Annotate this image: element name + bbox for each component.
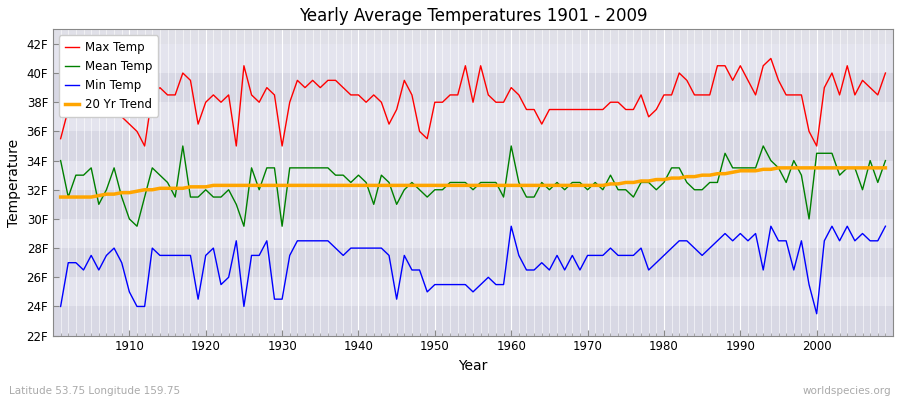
Min Temp [605, 246, 616, 250]
20 Yr Trend [773, 166, 784, 170]
Min Temp [880, 224, 891, 229]
20 Yr Trend [330, 183, 341, 188]
Mean Temp [116, 195, 127, 200]
Max Temp [513, 92, 524, 97]
Mean Temp [346, 180, 356, 185]
Bar [53, 73, 893, 102]
Mean Temp [521, 195, 532, 200]
Mean Temp [55, 158, 66, 163]
X-axis label: Year: Year [458, 359, 488, 373]
Line: Mean Temp: Mean Temp [60, 146, 886, 226]
Min Temp [811, 311, 822, 316]
Bar [53, 102, 893, 131]
Mean Temp [513, 180, 524, 185]
20 Yr Trend [55, 195, 66, 200]
Mean Temp [613, 187, 624, 192]
Line: Min Temp: Min Temp [60, 226, 886, 314]
Min Temp [513, 253, 524, 258]
Mean Temp [880, 158, 891, 163]
Mean Temp [177, 144, 188, 148]
Bar [53, 160, 893, 190]
Text: Latitude 53.75 Longitude 159.75: Latitude 53.75 Longitude 159.75 [9, 386, 180, 396]
20 Yr Trend [499, 183, 509, 188]
Mean Temp [300, 166, 310, 170]
Min Temp [284, 253, 295, 258]
Max Temp [605, 100, 616, 105]
Line: Max Temp: Max Temp [60, 58, 886, 146]
Max Temp [292, 78, 302, 83]
Title: Yearly Average Temperatures 1901 - 2009: Yearly Average Temperatures 1901 - 2009 [299, 7, 647, 25]
20 Yr Trend [284, 183, 295, 188]
Min Temp [330, 246, 341, 250]
Line: 20 Yr Trend: 20 Yr Trend [60, 168, 886, 197]
Bar [53, 190, 893, 219]
Text: worldspecies.org: worldspecies.org [803, 386, 891, 396]
Bar [53, 219, 893, 248]
Max Temp [880, 71, 891, 76]
Max Temp [140, 144, 150, 148]
Min Temp [55, 304, 66, 309]
Max Temp [506, 85, 517, 90]
Max Temp [766, 56, 777, 61]
Legend: Max Temp, Mean Temp, Min Temp, 20 Yr Trend: Max Temp, Mean Temp, Min Temp, 20 Yr Tre… [58, 35, 158, 117]
Bar [53, 277, 893, 306]
20 Yr Trend [880, 166, 891, 170]
20 Yr Trend [506, 183, 517, 188]
Bar [53, 306, 893, 336]
Bar [53, 248, 893, 277]
Bar [53, 44, 893, 73]
Mean Temp [131, 224, 142, 229]
Min Temp [506, 224, 517, 229]
Max Temp [116, 114, 127, 119]
20 Yr Trend [598, 183, 608, 188]
Bar [53, 131, 893, 160]
Min Temp [499, 282, 509, 287]
Min Temp [116, 260, 127, 265]
Max Temp [338, 85, 348, 90]
20 Yr Trend [116, 190, 127, 195]
Y-axis label: Temperature: Temperature [7, 138, 21, 226]
Max Temp [55, 136, 66, 141]
